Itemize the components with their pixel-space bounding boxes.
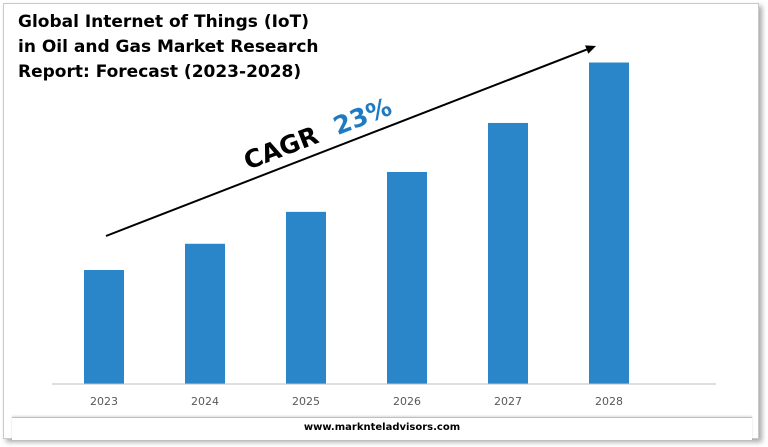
footer-bar: www.marknteladvisors.com [12,417,752,440]
bar-2023 [84,270,124,384]
x-tick-label-2026: 2026 [393,395,421,408]
cagr-annotation: CAGR 23% [240,92,396,175]
x-tick-label-2025: 2025 [292,395,320,408]
cagr-trend-arrow [105,45,596,237]
x-tick-label-2027: 2027 [494,395,522,408]
bar-2024 [185,243,225,384]
footer-website: www.marknteladvisors.com [303,422,461,433]
bar-2026 [387,171,427,384]
bar-2028 [589,62,629,385]
x-tick-label-2028: 2028 [595,395,623,408]
x-tick-label-2023: 2023 [90,395,118,408]
trend-arrow-head [585,45,596,54]
trend-arrow-line [105,48,588,237]
x-tick-label-2024: 2024 [191,395,219,408]
bar-2027 [488,122,528,384]
chart-frame [3,3,759,439]
bars-group [84,62,629,385]
x-tick-labels: 2023 2024 2025 2026 2027 2028 [90,395,623,408]
bar-2025 [286,211,326,384]
cagr-value: 23% [329,92,395,141]
chart-title: Global Internet of Things (IoT) in Oil a… [18,12,319,82]
